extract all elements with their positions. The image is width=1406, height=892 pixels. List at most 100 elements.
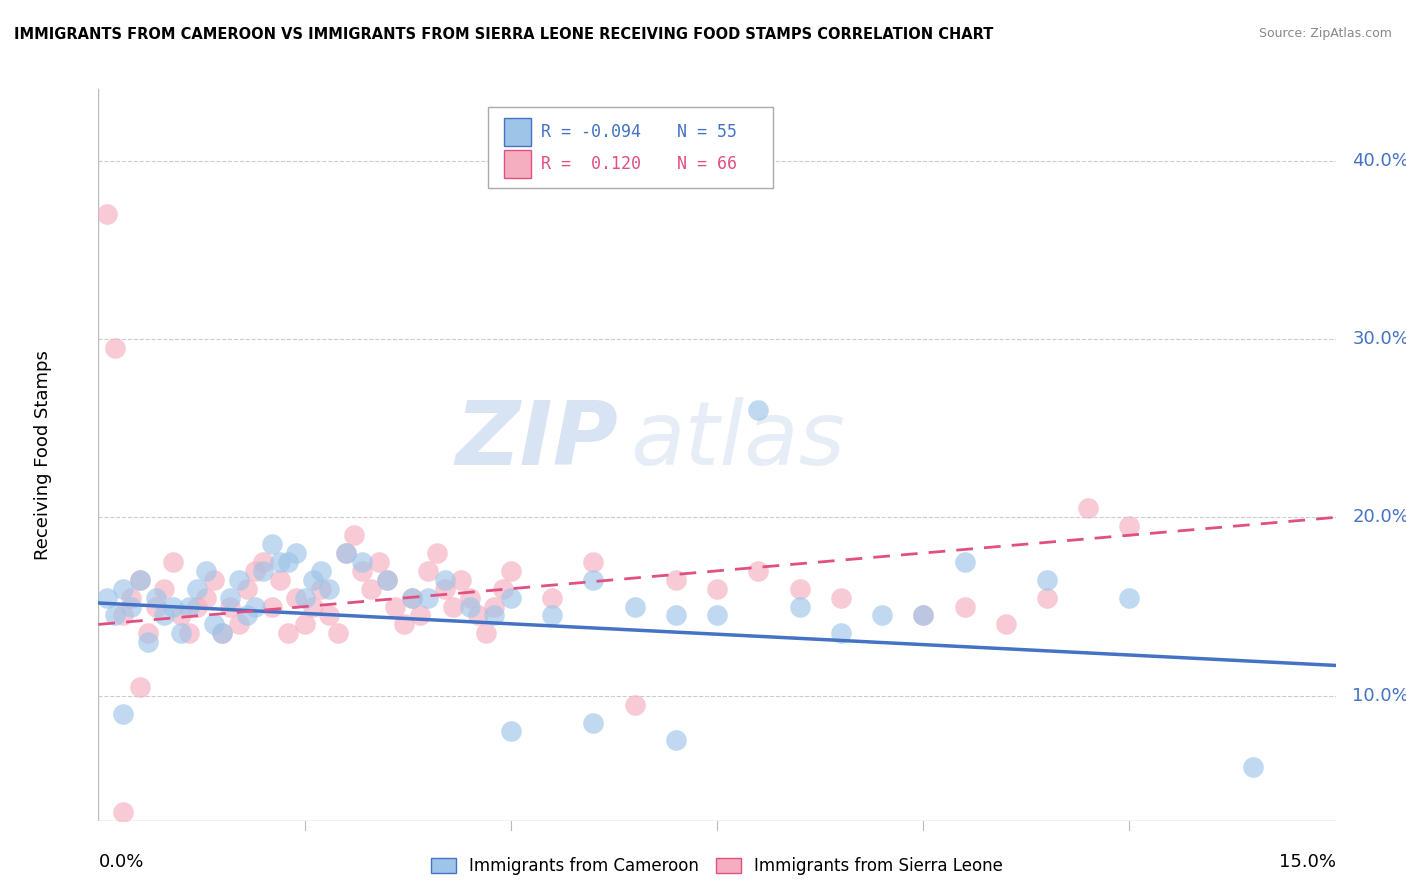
Point xyxy=(318,582,340,596)
Point xyxy=(409,608,432,623)
Point xyxy=(375,573,398,587)
Point xyxy=(236,582,259,596)
Point xyxy=(211,626,233,640)
Point xyxy=(441,599,464,614)
Point xyxy=(953,555,976,569)
Point xyxy=(433,573,456,587)
Point xyxy=(475,626,498,640)
Point xyxy=(252,555,274,569)
Text: R =  0.120: R = 0.120 xyxy=(541,155,641,173)
Point xyxy=(219,599,242,614)
Point xyxy=(269,555,291,569)
Point xyxy=(145,599,167,614)
Point xyxy=(352,555,374,569)
Point xyxy=(202,617,225,632)
Point xyxy=(260,537,283,551)
Point xyxy=(128,573,150,587)
Point xyxy=(665,608,688,623)
Bar xyxy=(505,150,531,178)
Point xyxy=(484,599,506,614)
Point xyxy=(326,626,349,640)
Point xyxy=(1077,501,1099,516)
Point xyxy=(104,341,127,355)
Point xyxy=(120,591,142,605)
Text: 20.0%: 20.0% xyxy=(1353,508,1406,526)
Point xyxy=(706,582,728,596)
Point xyxy=(582,715,605,730)
Point xyxy=(179,626,201,640)
Point xyxy=(1118,591,1140,605)
Point xyxy=(277,555,299,569)
Text: 0.0%: 0.0% xyxy=(98,853,143,871)
Point xyxy=(228,617,250,632)
Text: ZIP: ZIP xyxy=(456,397,619,483)
Point xyxy=(294,591,316,605)
Point xyxy=(162,555,184,569)
Point xyxy=(112,706,135,721)
Point xyxy=(318,608,340,623)
Point xyxy=(499,564,522,578)
Point xyxy=(352,564,374,578)
Point xyxy=(458,599,481,614)
Point xyxy=(170,626,193,640)
Point xyxy=(228,573,250,587)
Point xyxy=(392,617,415,632)
Point xyxy=(870,608,893,623)
Point xyxy=(194,564,217,578)
Point xyxy=(128,680,150,694)
Point xyxy=(285,591,308,605)
Point xyxy=(623,599,645,614)
Point xyxy=(418,591,440,605)
Point xyxy=(128,573,150,587)
Point xyxy=(491,582,513,596)
Point xyxy=(426,546,449,560)
Point xyxy=(285,546,308,560)
Point xyxy=(458,591,481,605)
Point xyxy=(541,608,564,623)
Point xyxy=(162,599,184,614)
Point xyxy=(243,564,266,578)
Point xyxy=(418,564,440,578)
Point xyxy=(541,591,564,605)
Point xyxy=(994,617,1017,632)
Point xyxy=(136,635,159,649)
Point xyxy=(153,582,176,596)
Point xyxy=(252,564,274,578)
Point xyxy=(1036,573,1059,587)
Point xyxy=(433,582,456,596)
Point xyxy=(202,573,225,587)
Point xyxy=(179,599,201,614)
Point xyxy=(747,403,769,417)
Bar xyxy=(505,118,531,145)
Text: 30.0%: 30.0% xyxy=(1353,330,1406,348)
Point xyxy=(104,608,127,623)
Legend: Immigrants from Cameroon, Immigrants from Sierra Leone: Immigrants from Cameroon, Immigrants fro… xyxy=(425,850,1010,882)
Point xyxy=(120,599,142,614)
Point xyxy=(582,555,605,569)
Point xyxy=(830,626,852,640)
Point xyxy=(912,608,935,623)
Point xyxy=(186,599,208,614)
Point xyxy=(112,805,135,819)
Text: Source: ZipAtlas.com: Source: ZipAtlas.com xyxy=(1258,27,1392,40)
Point xyxy=(789,599,811,614)
Point xyxy=(186,582,208,596)
Point xyxy=(96,591,118,605)
Point xyxy=(145,591,167,605)
Point xyxy=(401,591,423,605)
Text: N = 66: N = 66 xyxy=(678,155,738,173)
Point xyxy=(170,608,193,623)
Point xyxy=(665,733,688,747)
Point xyxy=(384,599,406,614)
Point xyxy=(367,555,389,569)
Text: N = 55: N = 55 xyxy=(678,122,738,141)
Text: atlas: atlas xyxy=(630,397,845,483)
Text: IMMIGRANTS FROM CAMEROON VS IMMIGRANTS FROM SIERRA LEONE RECEIVING FOOD STAMPS C: IMMIGRANTS FROM CAMEROON VS IMMIGRANTS F… xyxy=(14,27,994,42)
Point xyxy=(112,582,135,596)
Point xyxy=(153,608,176,623)
Point xyxy=(830,591,852,605)
Text: 40.0%: 40.0% xyxy=(1353,152,1406,169)
Point xyxy=(309,564,332,578)
Point xyxy=(912,608,935,623)
Text: 15.0%: 15.0% xyxy=(1278,853,1336,871)
